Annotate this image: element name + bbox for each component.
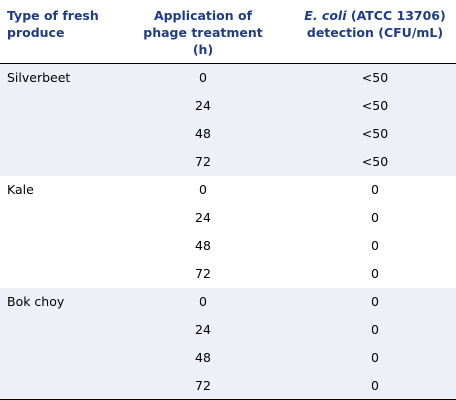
group-kale: Kale 0 0 24 0 48 0 72 0 <box>0 176 456 288</box>
value-cell: 0 <box>371 182 379 197</box>
time-cell: 48 <box>195 350 211 365</box>
table-header: Type of fresh produce Application of pha… <box>0 0 456 64</box>
table-row: Kale 0 0 <box>0 176 456 204</box>
header-ecoli-italic: E. coli <box>304 8 347 23</box>
produce-name: Kale <box>7 182 34 197</box>
produce-name: Silverbeet <box>7 70 71 85</box>
value-cell: <50 <box>361 154 389 169</box>
table-row: 24 <50 <box>0 92 456 120</box>
table-row: 72 <50 <box>0 148 456 176</box>
value-cell: <50 <box>361 98 389 113</box>
value-cell: <50 <box>361 70 389 85</box>
value-cell: 0 <box>371 378 379 393</box>
table-row: 72 0 <box>0 372 456 400</box>
header-produce: Type of fresh produce <box>7 8 99 40</box>
table-row: 24 0 <box>0 316 456 344</box>
header-ecoli-rest: (ATCC 13706) detection (CFU/mL) <box>306 8 446 40</box>
value-cell: 0 <box>371 350 379 365</box>
time-cell: 0 <box>199 182 207 197</box>
value-cell: 0 <box>371 238 379 253</box>
header-ecoli: E. coli (ATCC 13706) detection (CFU/mL) <box>295 7 455 41</box>
produce-name: Bok choy <box>7 294 65 309</box>
table-row: 24 0 <box>0 204 456 232</box>
value-cell: <50 <box>361 126 389 141</box>
time-cell: 48 <box>195 126 211 141</box>
value-cell: 0 <box>371 210 379 225</box>
value-cell: 0 <box>371 294 379 309</box>
time-cell: 72 <box>195 154 211 169</box>
time-cell: 72 <box>195 378 211 393</box>
time-cell: 24 <box>195 210 211 225</box>
value-cell: 0 <box>371 266 379 281</box>
table-row: 48 0 <box>0 232 456 260</box>
group-bok-choy: Bok choy 0 0 24 0 48 0 72 0 <box>0 288 456 400</box>
time-cell: 24 <box>195 322 211 337</box>
table-row: Bok choy 0 0 <box>0 288 456 316</box>
header-time: Application of phage treatment (h) <box>143 8 263 57</box>
table-row: 48 <50 <box>0 120 456 148</box>
time-cell: 0 <box>199 294 207 309</box>
time-cell: 48 <box>195 238 211 253</box>
time-cell: 24 <box>195 98 211 113</box>
value-cell: 0 <box>371 322 379 337</box>
table-row: Silverbeet 0 <50 <box>0 64 456 92</box>
time-cell: 0 <box>199 70 207 85</box>
time-cell: 72 <box>195 266 211 281</box>
table-row: 48 0 <box>0 344 456 372</box>
group-silverbeet: Silverbeet 0 <50 24 <50 48 <50 72 <50 <box>0 64 456 176</box>
table-row: 72 0 <box>0 260 456 288</box>
